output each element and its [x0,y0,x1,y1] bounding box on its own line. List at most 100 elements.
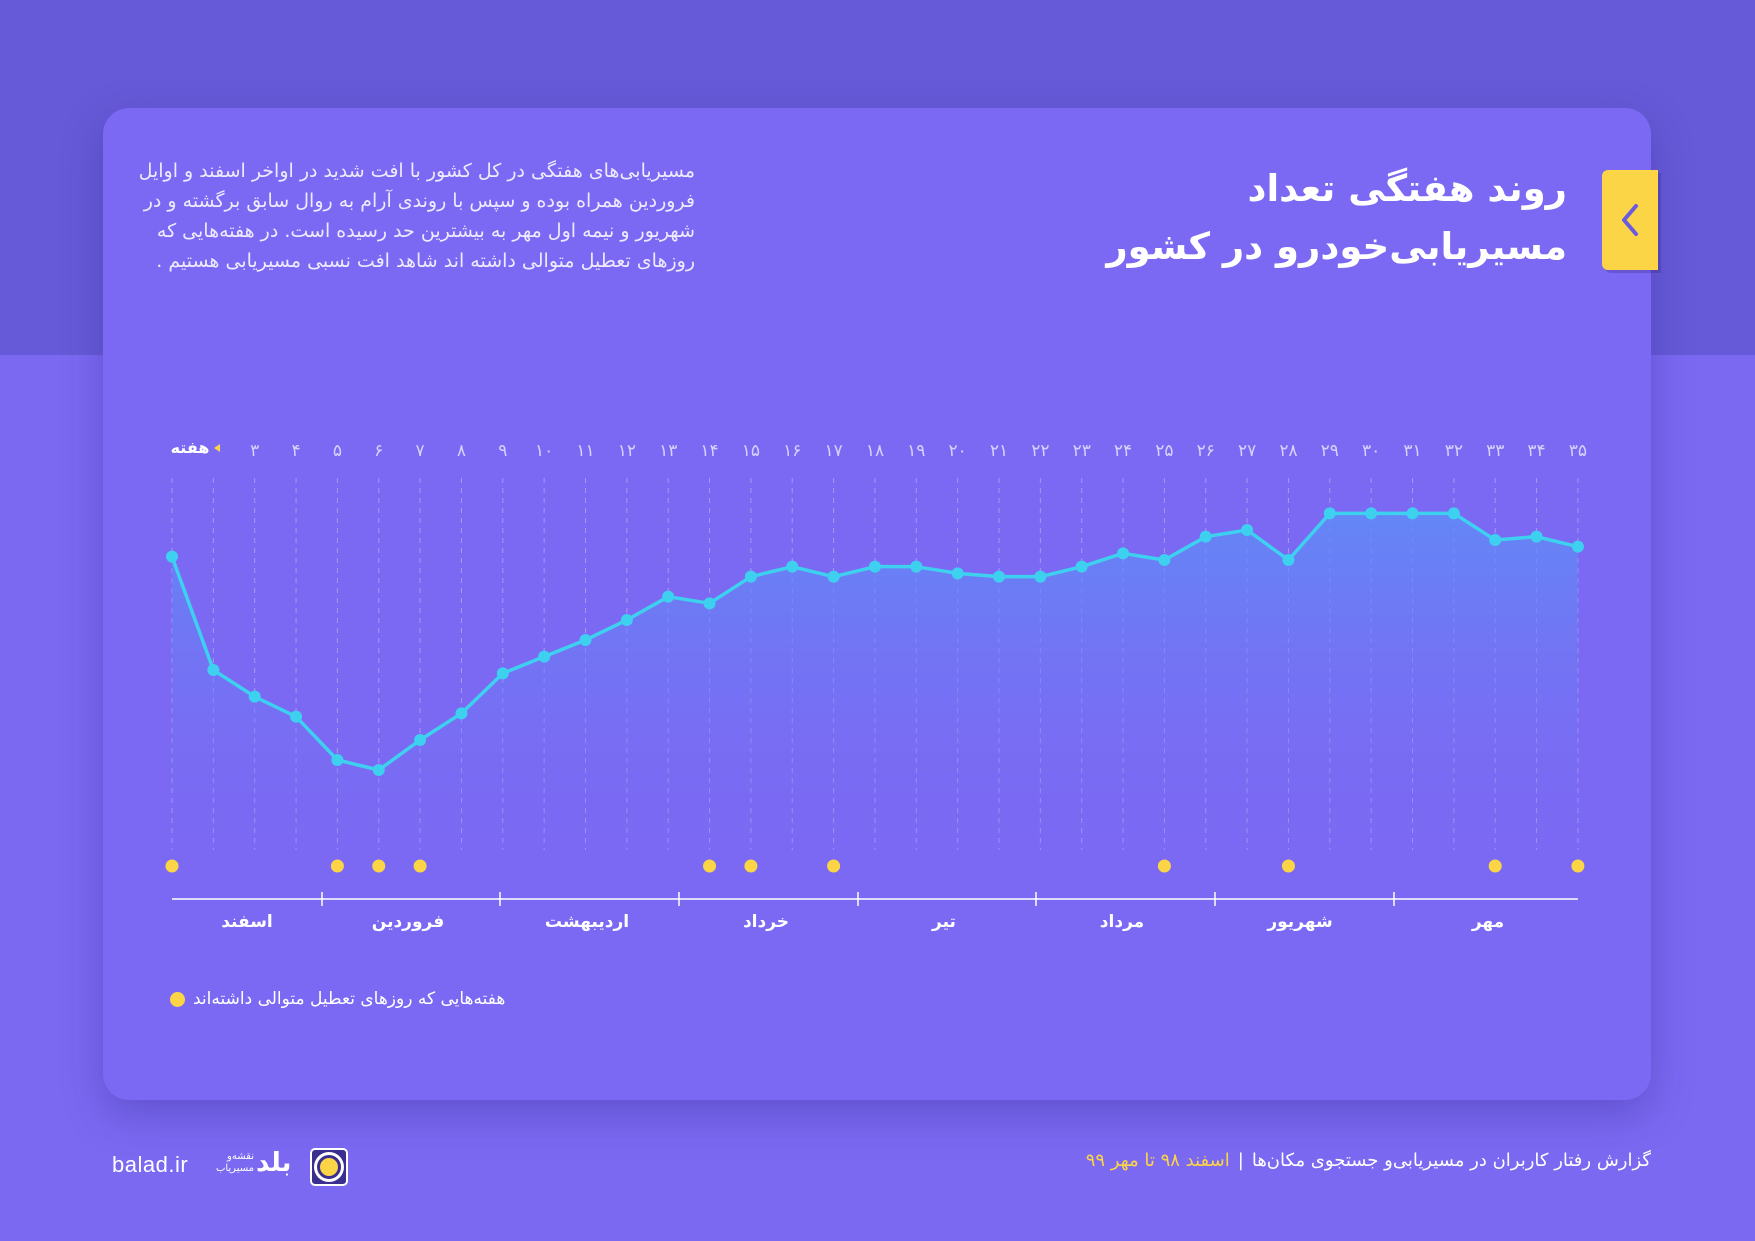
week-tick-label: ۱۰ [535,441,553,461]
week-tick-label: ۲۵ [1155,441,1173,461]
data-point [1530,530,1543,543]
data-point [1282,554,1295,566]
week-tick-label: ۱۸ [866,441,884,461]
holiday-dot [372,859,386,873]
description-text: مسیریابی‌های هفتگی در کل کشور با افت شدی… [138,160,695,272]
month-label: خرداد [743,912,789,932]
week-tick-label: ۸ [457,441,466,461]
logo-subtitle: نقشه‌و مسیریاب [215,1151,254,1174]
data-point [703,597,716,610]
data-point [372,764,385,776]
logo-name: بلد [256,1148,292,1178]
holiday-dot [827,859,841,873]
holiday-dot [1571,859,1585,873]
footer-report: گزارش رفتار کاربران در مسیریابی‌و جستجوی… [1086,1150,1651,1171]
week-tick-label: ۳۴ [1527,441,1545,461]
data-point [1075,560,1088,573]
data-point [993,570,1005,583]
week-tick-label: ۲۴ [1114,441,1132,461]
holiday-dot [703,859,717,873]
data-point [1158,554,1171,566]
month-label: فروردین [372,912,444,932]
week-tick-label: ۲۹ [1321,441,1339,461]
week-tick-label: ۱۶ [783,441,801,461]
week-tick-label: ۷ [416,441,425,461]
data-point [1034,570,1047,583]
data-point [662,590,675,603]
data-point [248,690,261,703]
page-title: روند هفتگی تعداد مسیریابی‌خودرو در کشور [967,160,1567,276]
legend-holiday-dot [170,991,185,1007]
week-tick-label: ۶ [374,441,383,461]
week-tick-label: ۳۱ [1403,441,1421,461]
data-point [496,667,509,680]
month-label: تیر [931,912,956,932]
holiday-dot [744,859,758,873]
week-tick-label: ۱۷ [824,441,842,461]
title-line-1: روند هفتگی تعداد [1247,167,1568,210]
data-point [331,754,344,766]
site-url: balad.ir [112,1152,189,1177]
data-point [1406,507,1419,520]
month-label: مهر [1471,912,1504,932]
month-label: مرداد [1100,912,1144,932]
week-tick-label: ۱۱ [576,441,594,461]
week-tick-label: ۳۵ [1569,441,1587,461]
week-tick-label: ۱۲ [618,441,636,461]
data-point [1241,524,1254,536]
week-tick-label: ۲۱ [990,441,1008,461]
week-tick-label: ۱۳ [659,441,677,461]
month-label: اردیبهشت [545,912,629,932]
data-point [538,650,551,663]
data-point [744,570,757,583]
caret-right-icon [214,444,220,452]
x-axis-label: هفته [171,438,210,457]
week-tick-label: ۵ [333,441,342,461]
week-tick-label: ۳ [250,441,259,461]
data-point [414,734,427,746]
holiday-dot [165,859,179,873]
data-point [290,710,303,723]
data-point [786,560,799,573]
holiday-dot [1157,859,1171,873]
chevron-left-icon [1622,204,1638,236]
report-date-range: اسفند ۹۸ تا مهر ۹۹ [1085,1150,1230,1171]
week-tick-label: ۱۴ [700,441,718,461]
area-fill [172,513,1578,850]
week-tick-label: ۲۷ [1238,441,1256,461]
week-tick-label: ۴ [291,441,300,461]
data-point [910,560,923,573]
data-point [1323,507,1336,520]
week-tick-label: ۳۳ [1486,441,1504,461]
week-tick-label: ۲۰ [949,441,967,461]
week-tick-label: ۲۸ [1279,441,1297,461]
week-tick-label: ۲۲ [1031,441,1049,461]
data-point [1199,530,1212,543]
data-point [868,560,881,573]
week-tick-label: ۱۵ [742,441,760,461]
data-point [1447,507,1460,520]
week-tick-label: ۱۹ [907,441,925,461]
data-point [166,550,178,563]
week-tick-label: ۹ [498,441,507,461]
week-tick-label: ۳۲ [1445,441,1463,461]
data-point [1365,507,1378,520]
data-point [1117,547,1130,560]
holiday-dot [1488,859,1502,873]
data-point [579,634,592,646]
holiday-dot [1281,859,1295,873]
holiday-dot [413,859,427,873]
data-point [207,664,220,676]
data-point [1489,534,1502,546]
data-point [951,567,964,580]
data-point [620,614,633,626]
week-tick-label: ۲۳ [1073,441,1091,461]
week-tick-label: ۳۰ [1362,441,1380,461]
holiday-dot [330,859,344,873]
data-point [455,707,468,720]
month-label: اسفند [221,912,273,932]
back-button[interactable] [1602,170,1658,270]
title-line-2: مسیریابی‌خودرو در کشور [1106,225,1567,268]
month-label: شهریور [1266,912,1332,932]
week-tick-label: ۲۶ [1197,441,1215,461]
